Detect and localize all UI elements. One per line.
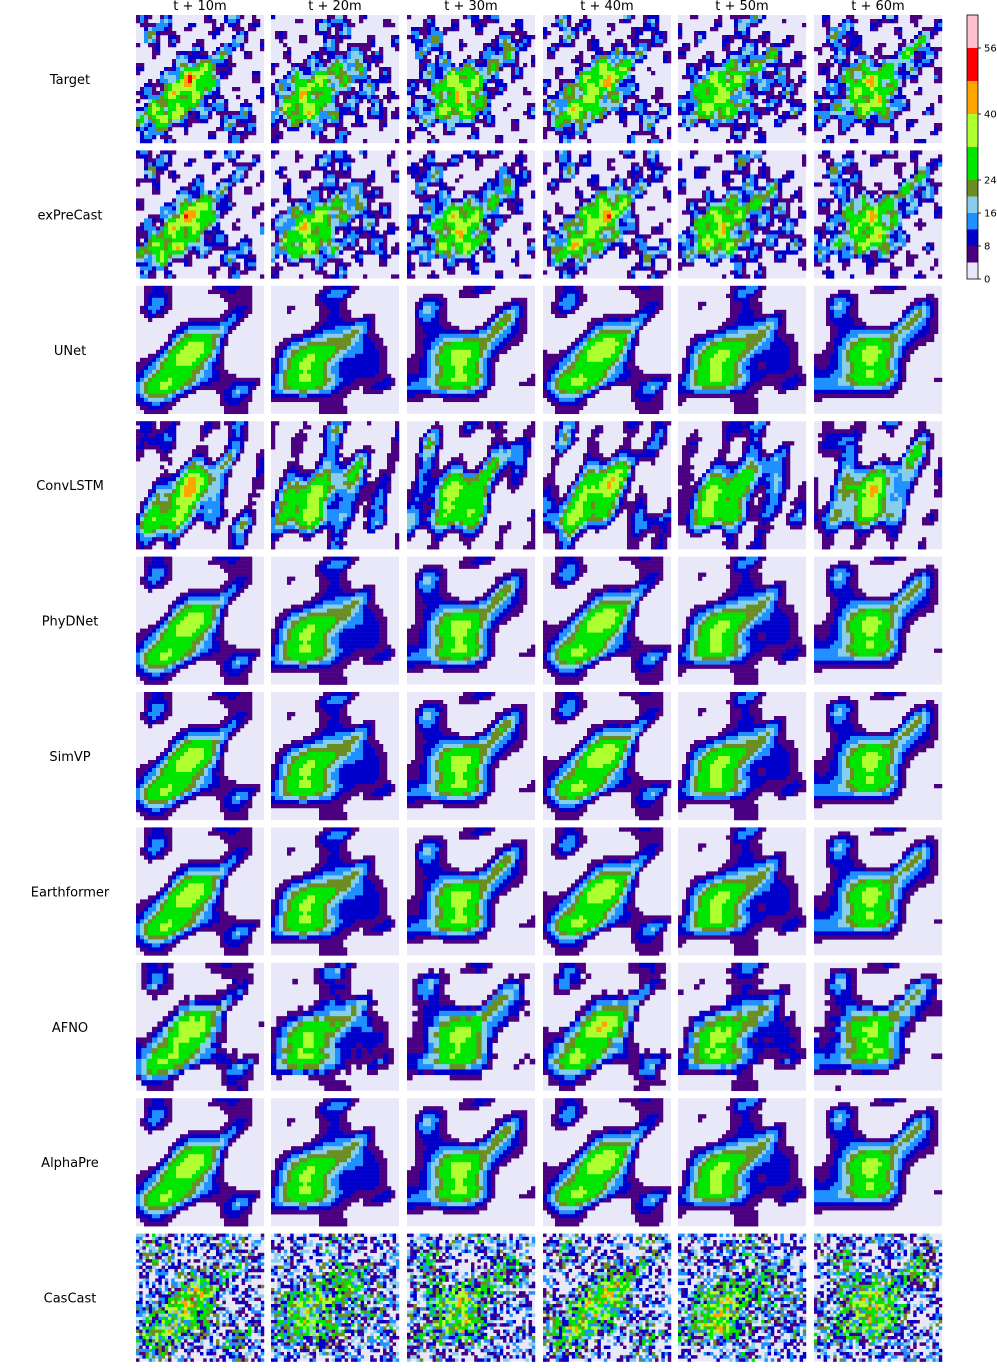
row-label: exPreCast: [37, 208, 102, 223]
forecast-panel: [407, 285, 536, 414]
forecast-panel: [136, 150, 265, 279]
colorbar-segment: [967, 114, 978, 147]
column-label: t + 20m: [308, 0, 361, 14]
colorbar-segment: [967, 48, 978, 81]
forecast-panel: [271, 285, 399, 415]
forecast-panel: [678, 556, 807, 685]
row-label: SimVP: [49, 750, 90, 765]
column-label: t + 50m: [715, 0, 768, 14]
forecast-panel: [407, 962, 536, 1091]
colorbar-segment: [967, 180, 978, 197]
forecast-panel: [271, 421, 400, 550]
forecast-panel: [814, 1098, 943, 1227]
column-label: t + 60m: [851, 0, 904, 14]
row-label: ConvLSTM: [36, 479, 104, 494]
colorbar-tick-label: 0: [984, 275, 990, 286]
forecast-panel: [543, 556, 672, 685]
forecast-panel: [678, 285, 807, 415]
forecast-panel: [678, 15, 807, 144]
forecast-panel: [814, 1233, 943, 1362]
row-label: UNet: [54, 344, 86, 359]
forecast-panel: [678, 962, 807, 1092]
colorbar-segment: [967, 262, 978, 279]
forecast-panel: [136, 556, 264, 685]
forecast-panel: [407, 556, 536, 685]
colorbar-segment: [967, 229, 978, 246]
colorbar-segment: [967, 147, 978, 180]
forecast-panel: [136, 1098, 264, 1227]
colorbar-segment: [967, 246, 978, 263]
forecast-panel: [271, 556, 399, 685]
forecast-panel: [136, 285, 264, 415]
forecast-panel: [543, 1233, 672, 1362]
forecast-panel: [543, 285, 672, 415]
forecast-panel: [271, 827, 399, 956]
forecast-panel: [678, 421, 807, 550]
forecast-panel: [136, 1233, 265, 1362]
colorbar-tick-label: 24: [984, 176, 997, 187]
forecast-panel: [543, 1098, 672, 1227]
row-label: AFNO: [52, 1021, 88, 1036]
column-label: t + 10m: [173, 0, 226, 14]
forecast-panel: [543, 962, 672, 1092]
forecast-panel: [407, 1098, 536, 1227]
colorbar-tick-label: 56: [984, 44, 997, 55]
row-label: CasCast: [44, 1292, 97, 1307]
colorbar-tick-label: 16: [984, 209, 997, 220]
forecast-panel: [136, 962, 265, 1092]
colorbar-segment: [967, 196, 978, 213]
row-label: AlphaPre: [41, 1156, 99, 1171]
forecast-panel: [814, 15, 943, 144]
forecast-panel: [407, 692, 536, 820]
forecast-panel: [271, 15, 400, 144]
forecast-panel: [678, 1233, 807, 1362]
colorbar-segment: [967, 81, 978, 114]
forecast-panel: [136, 15, 265, 144]
forecast-panel: [814, 827, 943, 956]
forecast-panel: [271, 1233, 400, 1362]
forecast-panel: [543, 827, 672, 956]
forecast-panel: [271, 1098, 399, 1227]
forecast-panel: [543, 421, 672, 550]
forecast-panel: [814, 692, 943, 820]
forecast-panel: [271, 692, 399, 821]
row-label: PhyDNet: [42, 615, 99, 630]
forecast-panel: [407, 421, 536, 550]
column-label: t + 30m: [444, 0, 497, 14]
forecast-panel: [136, 421, 265, 550]
forecast-panel: [407, 150, 536, 279]
forecast-panel: [407, 1233, 536, 1362]
forecast-panel: [543, 692, 672, 821]
panel-grid: [136, 15, 943, 1362]
forecast-panel: [543, 15, 672, 144]
forecast-panel: [678, 150, 807, 279]
forecast-panel: [271, 150, 400, 279]
colorbar-tick-label: 8: [984, 242, 990, 253]
row-labels: Target exPreCast UNet ConvLSTM PhyDNet SimVP E…: [31, 73, 110, 1307]
column-labels: t + 10m t + 20m t + 30m t + 40m t + 50m t + 6…: [173, 0, 904, 14]
row-label: Target: [49, 73, 90, 88]
forecast-panel: [814, 421, 943, 550]
forecast-panel: [678, 1098, 807, 1227]
forecast-panel: [678, 692, 807, 821]
forecast-panel: [543, 150, 672, 279]
colorbar-frame: [966, 14, 979, 280]
row-label: Earthformer: [31, 885, 110, 900]
forecast-panel: [407, 827, 536, 956]
colorbar: 0 8 16 24 40 56: [966, 14, 997, 286]
forecast-panel: [678, 827, 807, 956]
forecast-panel: [407, 15, 536, 144]
forecast-panel: [136, 827, 264, 956]
colorbar-segment: [967, 15, 978, 48]
colorbar-tick-label: 40: [984, 110, 997, 121]
forecast-panel: [136, 692, 264, 821]
forecast-panel: [814, 556, 943, 685]
forecast-panel: [814, 962, 943, 1092]
column-label: t + 40m: [580, 0, 633, 14]
colorbar-segment: [967, 213, 978, 230]
forecast-panel: [814, 150, 943, 279]
forecast-panel: [814, 285, 943, 414]
forecast-panel: [271, 962, 399, 1092]
